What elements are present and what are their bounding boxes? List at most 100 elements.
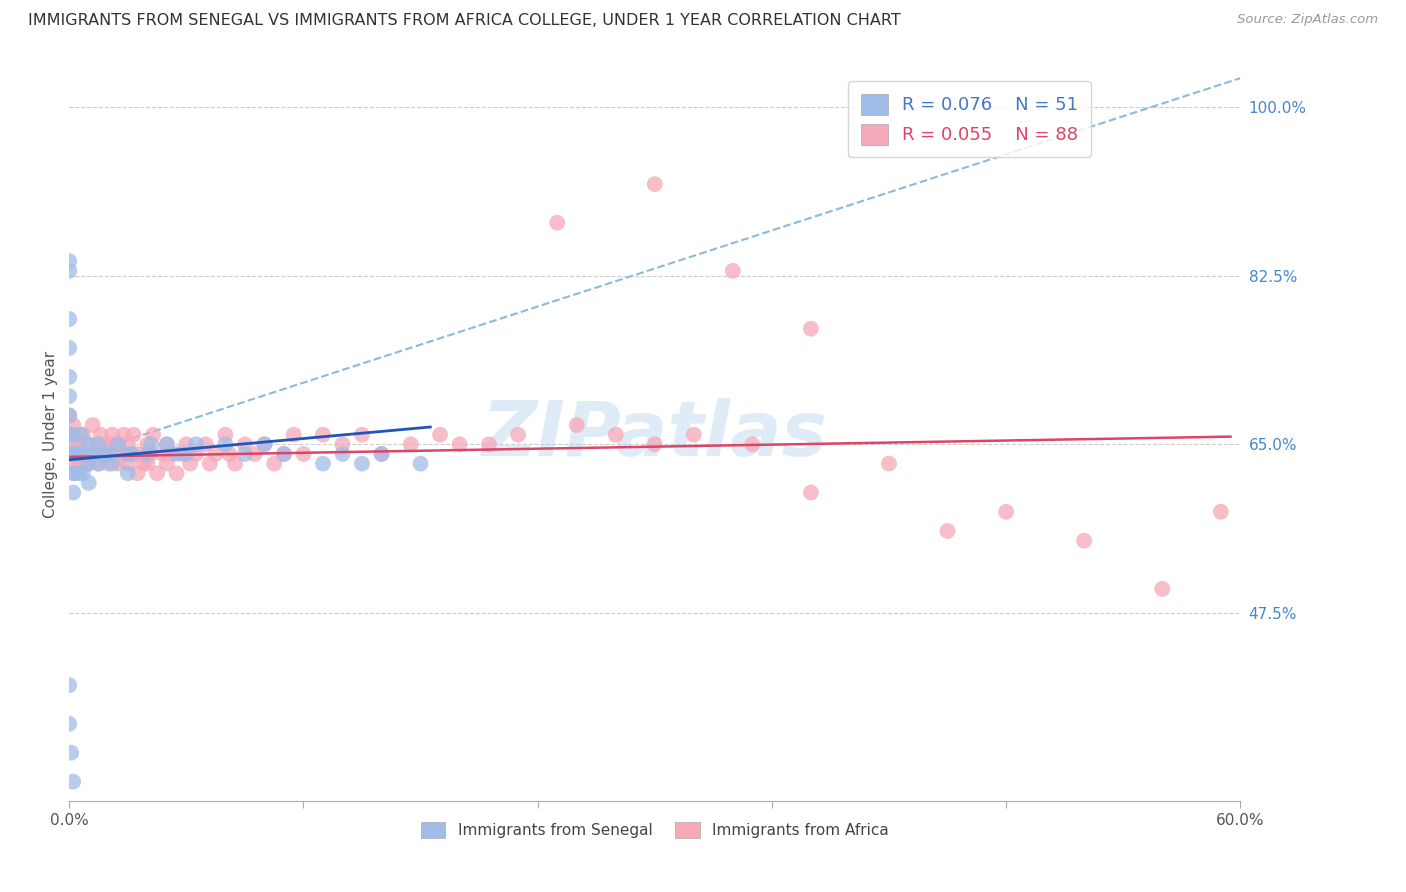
Point xyxy=(62,485,84,500)
Point xyxy=(67,447,90,461)
Point xyxy=(72,467,94,481)
Point xyxy=(87,437,110,451)
Text: Source: ZipAtlas.com: Source: ZipAtlas.com xyxy=(1237,13,1378,27)
Point xyxy=(58,264,80,278)
Point xyxy=(77,475,100,490)
Point xyxy=(399,437,422,451)
Point xyxy=(233,437,256,451)
Point xyxy=(194,437,217,451)
Point xyxy=(58,389,80,403)
Point xyxy=(58,678,80,692)
Point xyxy=(101,447,124,461)
Point xyxy=(112,427,135,442)
Point xyxy=(1209,505,1232,519)
Point xyxy=(58,427,80,442)
Point xyxy=(156,457,179,471)
Point xyxy=(283,427,305,442)
Point xyxy=(67,457,90,471)
Point xyxy=(429,427,451,442)
Legend: Immigrants from Senegal, Immigrants from Africa: Immigrants from Senegal, Immigrants from… xyxy=(415,816,894,845)
Point xyxy=(63,447,86,461)
Point xyxy=(936,524,959,538)
Point xyxy=(121,447,143,461)
Point xyxy=(62,447,84,461)
Point xyxy=(159,447,181,461)
Point xyxy=(132,457,155,471)
Point xyxy=(877,457,900,471)
Point xyxy=(87,457,110,471)
Point xyxy=(146,467,169,481)
Point xyxy=(136,437,159,451)
Point xyxy=(63,447,86,461)
Point xyxy=(127,447,149,461)
Point xyxy=(58,341,80,355)
Point xyxy=(97,437,120,451)
Point xyxy=(176,447,198,461)
Point xyxy=(233,447,256,461)
Point xyxy=(546,216,568,230)
Point xyxy=(77,457,100,471)
Point xyxy=(93,447,115,461)
Point xyxy=(62,418,84,433)
Point xyxy=(58,716,80,731)
Text: ZIPatlas: ZIPatlas xyxy=(482,398,828,472)
Point xyxy=(107,437,129,451)
Point xyxy=(67,467,90,481)
Point xyxy=(58,447,80,461)
Point xyxy=(214,437,236,451)
Point xyxy=(644,437,666,451)
Point xyxy=(370,447,392,461)
Point xyxy=(141,447,163,461)
Text: IMMIGRANTS FROM SENEGAL VS IMMIGRANTS FROM AFRICA COLLEGE, UNDER 1 YEAR CORRELAT: IMMIGRANTS FROM SENEGAL VS IMMIGRANTS FR… xyxy=(28,13,901,29)
Point xyxy=(101,457,124,471)
Point xyxy=(63,467,86,481)
Point xyxy=(67,437,90,451)
Point xyxy=(176,437,198,451)
Point xyxy=(89,427,111,442)
Point xyxy=(107,437,129,451)
Point xyxy=(332,447,354,461)
Point xyxy=(166,467,188,481)
Point xyxy=(995,505,1018,519)
Point xyxy=(87,437,110,451)
Point xyxy=(565,418,588,433)
Point xyxy=(682,427,704,442)
Point xyxy=(1073,533,1095,548)
Point xyxy=(117,447,139,461)
Point xyxy=(224,457,246,471)
Point xyxy=(101,427,124,442)
Point xyxy=(70,447,93,461)
Point xyxy=(253,437,276,451)
Point xyxy=(77,437,100,451)
Point xyxy=(117,437,139,451)
Point xyxy=(152,447,174,461)
Point xyxy=(58,427,80,442)
Point xyxy=(73,457,96,471)
Point xyxy=(58,312,80,326)
Point xyxy=(312,427,335,442)
Point xyxy=(77,457,100,471)
Point xyxy=(136,457,159,471)
Point xyxy=(93,447,115,461)
Point xyxy=(243,447,266,461)
Point xyxy=(58,254,80,268)
Point xyxy=(62,467,84,481)
Point xyxy=(70,447,93,461)
Point xyxy=(478,437,501,451)
Point xyxy=(70,427,93,442)
Point xyxy=(58,409,80,423)
Point xyxy=(350,457,373,471)
Point xyxy=(741,437,763,451)
Point xyxy=(253,437,276,451)
Point xyxy=(184,437,207,451)
Point xyxy=(721,264,744,278)
Point xyxy=(60,746,83,760)
Point xyxy=(184,447,207,461)
Point xyxy=(214,427,236,442)
Point xyxy=(121,447,143,461)
Y-axis label: College, Under 1 year: College, Under 1 year xyxy=(44,351,58,518)
Point xyxy=(198,457,221,471)
Point xyxy=(82,418,104,433)
Point xyxy=(273,447,295,461)
Point xyxy=(82,447,104,461)
